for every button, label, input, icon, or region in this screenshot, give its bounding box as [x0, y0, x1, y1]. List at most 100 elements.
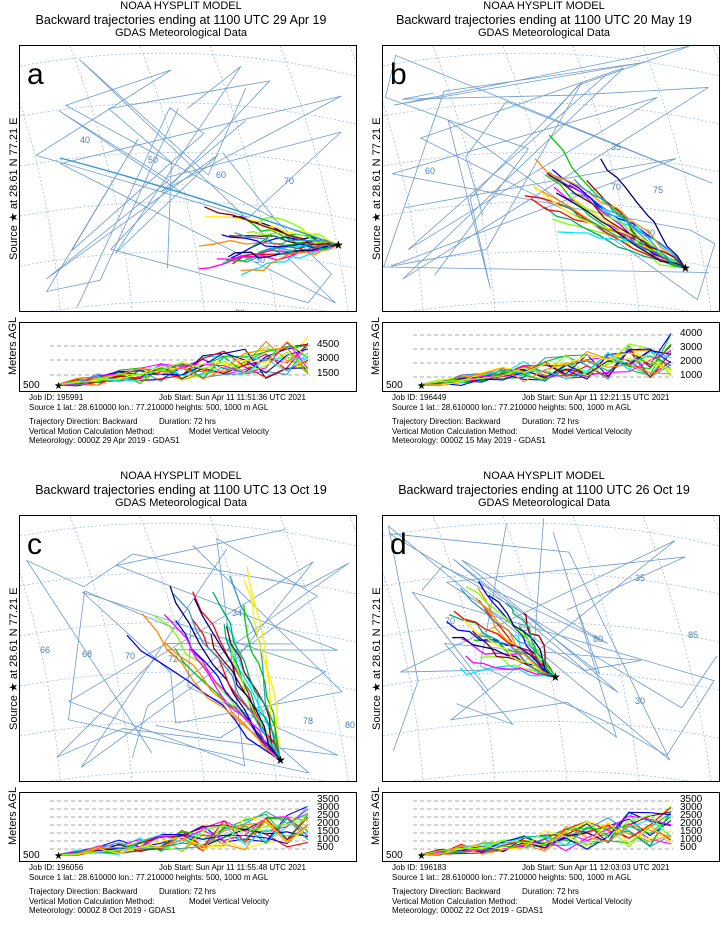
- vertical-method: Vertical Motion Calculation Method:: [29, 426, 155, 436]
- meridian-line: [383, 102, 424, 311]
- grid-label: 30: [635, 696, 645, 706]
- height-profile-line: [55, 352, 309, 386]
- meridian-line: [139, 516, 205, 781]
- grid-label: 66: [40, 645, 50, 655]
- trajectory-direction: Trajectory Direction: Backward: [392, 887, 501, 896]
- job-id: Job ID: 196183: [392, 863, 447, 872]
- duration: Duration: 72 hrs: [159, 887, 216, 896]
- vertical-method: Vertical Motion Calculation Method:: [392, 426, 518, 436]
- grid-label: 78: [303, 716, 313, 726]
- meridian-line: [20, 102, 61, 311]
- border-line: [387, 525, 718, 761]
- grid-label: 75: [518, 623, 528, 633]
- height-profile-line: [55, 340, 309, 386]
- meters-agl-label: Meters AGL: [7, 786, 19, 845]
- trajectory-line: [488, 594, 556, 678]
- data-source: GDAS Meteorological Data: [114, 497, 248, 510]
- parallel-line: [20, 52, 356, 77]
- border-line: [46, 65, 242, 280]
- grid-label: 75: [653, 185, 663, 195]
- trajectory-line: [229, 575, 281, 761]
- source-star-icon: ★: [680, 261, 691, 275]
- level-label: 1500: [317, 826, 340, 837]
- vertical-svg: ★: [413, 800, 673, 861]
- vertical-profile: ★: [382, 792, 720, 862]
- vertical-method-value: Model Vertical Velocity: [189, 426, 270, 436]
- border-line: [35, 69, 342, 220]
- trajectory-map: 35707580853025★: [382, 515, 720, 782]
- level-label: 3500: [317, 794, 340, 805]
- job-row: Job ID: 196056 Job Start: Sun Apr 11 11:5…: [29, 863, 306, 873]
- job-row: Job ID: 196183 Job Start: Sun Apr 11 12:0…: [392, 863, 670, 873]
- trajectory-line: [534, 158, 686, 269]
- panel-letter: a: [27, 58, 44, 91]
- trajectory-line: [163, 614, 281, 761]
- panel-letter: b: [390, 58, 407, 91]
- meridian-line: [209, 516, 277, 781]
- level-label: 3000: [680, 802, 703, 813]
- duration: Duration: 72 hrs: [159, 417, 216, 426]
- border-line: [59, 58, 342, 304]
- meridian-line: [69, 46, 133, 311]
- trajectory-line: [235, 244, 339, 263]
- meteorology: Meteorology: 0000Z 22 Oct 2019 - GDAS1: [392, 906, 544, 915]
- model-name: NOAA HYSPLIT MODEL: [120, 0, 242, 12]
- panel-a: NOAA HYSPLIT MODEL Backward trajectories …: [5, 0, 357, 470]
- vertical-method-value: Model Vertical Velocity: [552, 896, 633, 906]
- map-svg: 666870723478802826★: [20, 516, 356, 781]
- height-profile-line: [418, 351, 672, 386]
- parallel-line: [20, 522, 356, 547]
- grid-label: 68: [82, 649, 92, 659]
- level-label: 4500: [317, 339, 340, 350]
- level-label: 3000: [680, 342, 703, 353]
- height-profile-line: [418, 353, 672, 386]
- parallel-line: [20, 572, 356, 595]
- vertical-svg: ★: [413, 333, 673, 391]
- job-info: Job ID: 195991 Job Start: Sun Apr 11 11:5…: [29, 393, 306, 446]
- trajectory-line: [257, 243, 339, 255]
- vertical-svg: ★: [50, 335, 310, 391]
- direction-row: Trajectory Direction: Backward Duration: …: [29, 887, 306, 897]
- height-profile-line: [418, 359, 672, 386]
- border-line: [421, 556, 686, 693]
- vertical-profile: ★: [382, 322, 720, 392]
- trajectory-line: [225, 626, 281, 761]
- grid-label: 80: [345, 720, 355, 730]
- job-start: Job Start: Sun Apr 11 12:21:15 UTC 2021: [522, 393, 670, 402]
- parallel-line: [383, 622, 719, 643]
- source-line: Source 1 lat.: 28.610000 lon.: 77.210000…: [29, 402, 269, 412]
- panel-title: NOAA HYSPLIT MODEL Backward trajectories …: [368, 0, 720, 40]
- trajectory-line: [532, 184, 686, 269]
- parallel-line: [411, 770, 691, 781]
- job-info: Job ID: 196183 Job Start: Sun Apr 11 12:0…: [392, 863, 670, 916]
- source-line: Source 1 lat.: 28.610000 lon.: 77.210000…: [29, 872, 269, 882]
- height-profile-line: [418, 352, 672, 386]
- level-label: 500: [317, 842, 334, 853]
- model-name: NOAA HYSPLIT MODEL: [483, 0, 605, 12]
- grid-label: 35: [635, 573, 645, 583]
- direction-row: Trajectory Direction: Backward Duration: …: [392, 417, 670, 427]
- vertical-profile: ★: [19, 792, 357, 862]
- border-line: [443, 558, 642, 726]
- job-info: Job ID: 196449 Job Start: Sun Apr 11 12:2…: [392, 393, 670, 446]
- grid-label: 30: [255, 255, 265, 265]
- meridian-line: [209, 46, 277, 311]
- trajectory-line: [223, 624, 281, 761]
- data-source: GDAS Meteorological Data: [477, 497, 611, 510]
- parallel-line: [383, 152, 719, 173]
- trajectory-line: [560, 203, 686, 269]
- height-profile-line: [55, 343, 309, 386]
- trajectory-line: [198, 244, 339, 270]
- meteorology: Meteorology: 0000Z 29 Apr 2019 - GDAS1: [29, 436, 180, 445]
- trajectory-line: [475, 597, 556, 678]
- level-label: 3000: [317, 802, 340, 813]
- meridian-line: [432, 46, 496, 311]
- vertical-method: Vertical Motion Calculation Method:: [29, 896, 155, 906]
- map-svg: 35707580853025★: [383, 516, 719, 781]
- level-label: 1500: [680, 826, 703, 837]
- parallel-line: [383, 721, 719, 739]
- meridian-line: [642, 46, 712, 311]
- start-star-icon: ★: [417, 381, 426, 391]
- job-row: Job ID: 196449 Job Start: Sun Apr 11 12:2…: [392, 393, 670, 403]
- trajectory-line: [534, 187, 686, 269]
